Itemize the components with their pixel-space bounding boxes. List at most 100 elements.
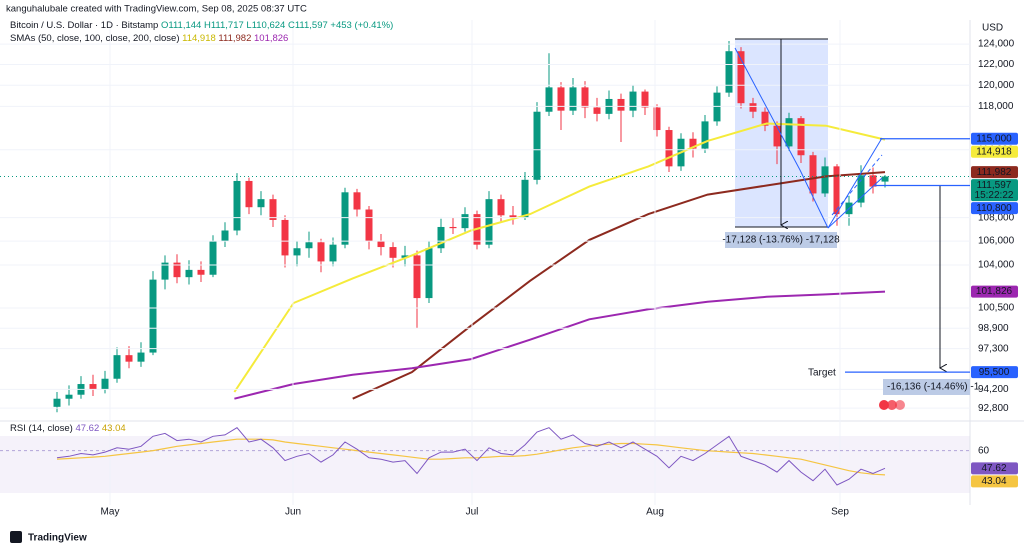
candle-body — [533, 111, 541, 180]
axis-badge — [971, 145, 1018, 158]
candle-body — [329, 244, 337, 262]
y-tick-label: 98,900 — [978, 323, 1009, 334]
y-tick-label: 97,300 — [978, 343, 1009, 354]
ohlc: L110,624 — [246, 20, 285, 31]
measure-label: -17,128 (-13.76%) -17,128 — [722, 235, 840, 246]
y-tick-label: 120,000 — [978, 80, 1015, 91]
target-measure: -16,136 (-14.46%) -1 — [887, 382, 980, 393]
event-icon[interactable] — [887, 400, 897, 410]
ohlc: C111,597 — [288, 20, 328, 31]
drawings: -17,128 (-13.76%) -17,128 Target -16,136… — [722, 38, 980, 410]
candle-body — [257, 199, 265, 208]
rsi-line — [56, 427, 886, 486]
sma-value: 114,918 — [182, 33, 216, 44]
credit: kanguhalubale created with TradingView.c… — [6, 4, 307, 15]
axis-badge — [971, 462, 1018, 475]
candle-body — [749, 103, 757, 112]
axis-badge-label: 43.04 — [981, 476, 1006, 487]
candle-body — [185, 269, 193, 278]
candle-body — [281, 219, 289, 256]
event-icon[interactable] — [895, 400, 905, 410]
candle-body — [437, 226, 445, 249]
axis-badge — [971, 179, 1018, 202]
axis-badge-label: 114,918 — [976, 146, 1012, 157]
candle-body — [701, 121, 709, 149]
x-tick-label: Jul — [466, 507, 479, 518]
candle-body — [509, 215, 517, 218]
candle-body — [413, 255, 421, 299]
candle-body — [821, 166, 829, 194]
logo[interactable]: TradingView — [10, 531, 87, 544]
candle-body — [593, 107, 601, 114]
sma-line — [234, 290, 886, 400]
axis-badge-label: 115,000 — [976, 133, 1012, 144]
event-icon[interactable] — [879, 400, 889, 410]
candle-body — [725, 51, 733, 93]
candle-body — [137, 352, 145, 362]
y-tick-label: 94,200 — [978, 384, 1009, 395]
rsi-legend: RSI (14, close) 47.62 43.04 — [10, 423, 126, 434]
sma-value: 101,826 — [254, 33, 288, 44]
target-label: Target — [808, 368, 836, 379]
candle-body — [353, 192, 361, 210]
candle-body — [785, 118, 793, 147]
currency: USD — [982, 23, 1003, 34]
x-tick-label: May — [101, 507, 120, 518]
candle-body — [521, 179, 529, 218]
measure-label-bg — [725, 232, 837, 248]
candle-body — [617, 98, 625, 111]
candle-body — [497, 199, 505, 216]
axis-badge-label: 111,982 — [977, 167, 1012, 178]
axis-badge — [971, 366, 1018, 379]
candle-body — [761, 111, 769, 126]
rsi-tick-label: 60 — [978, 445, 990, 456]
rsi-band — [0, 436, 970, 493]
candle-body — [641, 91, 649, 108]
axis-badge-countdown: 15:22:22 — [975, 190, 1014, 201]
candle-body — [389, 247, 397, 258]
candle-body — [65, 394, 73, 399]
candle-body — [737, 51, 745, 104]
axis-badge — [971, 166, 1018, 179]
candle-body — [161, 262, 169, 280]
rsi-value: 47.62 — [75, 423, 99, 434]
candle-body — [689, 138, 697, 149]
x-tick-label: Sep — [831, 507, 849, 518]
sma-line — [233, 122, 886, 393]
candle-body — [113, 355, 121, 379]
axis-badge-label: 101,826 — [976, 286, 1013, 297]
candle-body — [713, 92, 721, 122]
candle-body — [401, 255, 409, 258]
y-tick-label: 124,000 — [978, 39, 1015, 50]
candle-body — [221, 230, 229, 242]
candle-body — [53, 398, 61, 407]
channel-line — [831, 154, 883, 216]
y-tick-label: 106,000 — [978, 236, 1015, 247]
candle-body — [293, 248, 301, 256]
background-layer — [0, 20, 1024, 505]
candle-body — [629, 91, 637, 111]
symbol: Bitcoin / U.S. Dollar · 1D · Bitstamp — [10, 20, 158, 31]
target-measure-bg — [883, 379, 970, 395]
candle-body — [869, 175, 877, 187]
rsi-title: RSI (14, close) — [10, 423, 73, 434]
candle-body — [89, 384, 97, 390]
ohlc: O111,144 — [161, 20, 201, 31]
axis-badge — [971, 132, 1018, 145]
axis-badge-label: 110,800 — [976, 203, 1012, 214]
axis-badge-label: 47.62 — [981, 463, 1006, 474]
candle-body — [173, 262, 181, 278]
candle-body — [377, 241, 385, 248]
candle-body — [341, 192, 349, 245]
candle-body — [545, 87, 553, 112]
channel-line — [827, 137, 883, 229]
symbol-legend: Bitcoin / U.S. Dollar · 1D · Bitstamp O1… — [10, 20, 393, 31]
candle-body — [449, 226, 457, 229]
axis-badge-label: 111,597 — [977, 180, 1012, 191]
rsi-ma-value: 43.04 — [102, 423, 126, 434]
candle-body — [233, 180, 241, 231]
candle-body — [653, 107, 661, 131]
x-tick-label: Jun — [285, 507, 301, 518]
candle-body — [197, 269, 205, 275]
